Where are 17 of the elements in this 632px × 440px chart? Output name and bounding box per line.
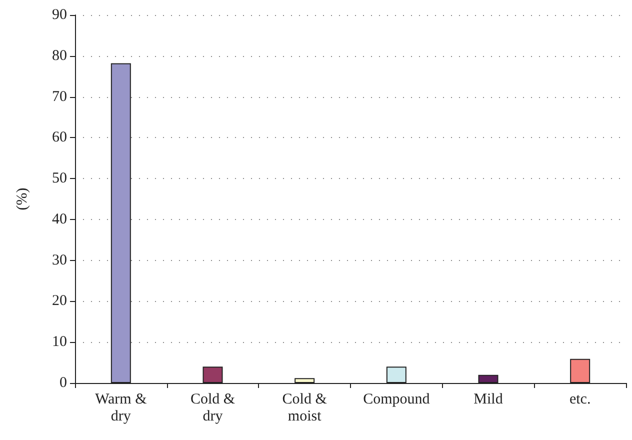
x-tick-label: Cold & moist [282, 392, 328, 424]
y-tick-label: 10 [52, 334, 67, 350]
x-tick-label: Mild [474, 392, 504, 408]
y-tick-label: 0 [60, 375, 67, 391]
x-tick-label: Compound [363, 392, 430, 408]
y-tick-label: 50 [52, 170, 67, 187]
y-tick-label: 90 [52, 7, 67, 23]
y-tick-label: 30 [52, 252, 67, 268]
y-tick-label: 80 [52, 48, 67, 64]
y-tick-label: 60 [52, 130, 67, 146]
y-tick-label: 70 [52, 88, 67, 105]
x-tick-label: Warm & dry [95, 392, 148, 424]
y-tick-label: 20 [52, 293, 67, 310]
x-tick-label: etc. [569, 392, 591, 408]
y-axis-title: (%) [14, 188, 30, 210]
y-tick-label: 40 [52, 211, 67, 228]
x-tick-label: Cold & dry [190, 392, 236, 424]
